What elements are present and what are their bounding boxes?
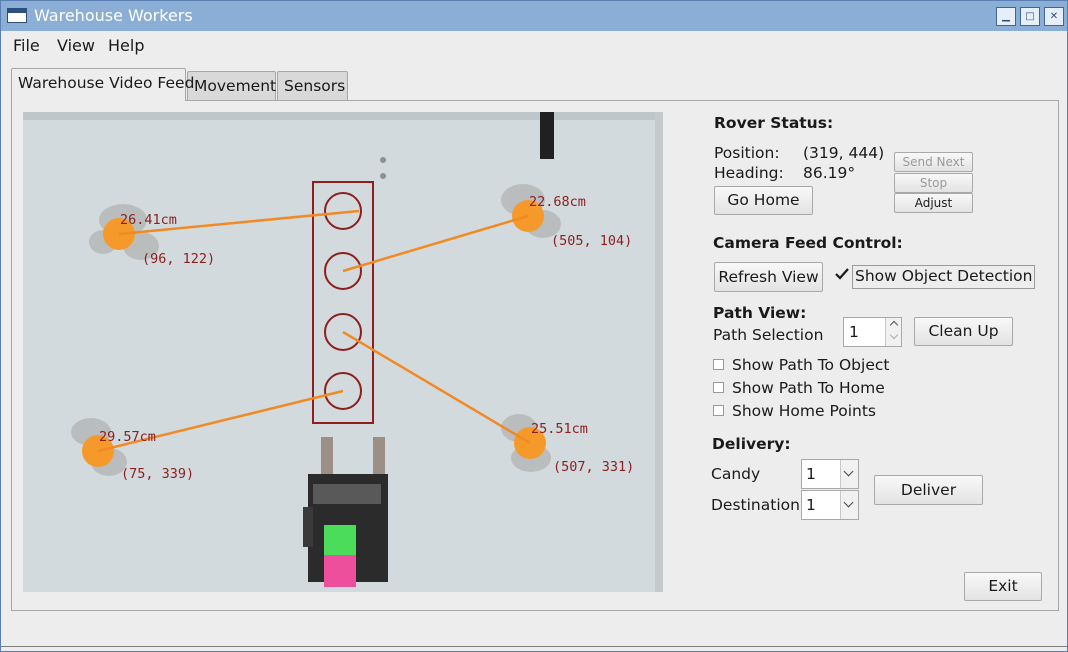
stop-button[interactable]: Stop [894, 173, 973, 193]
detection-coords-3: (75, 339) [121, 466, 195, 482]
show-home-points-checkbox[interactable] [713, 405, 724, 416]
chevron-down-icon[interactable] [840, 460, 858, 488]
spinbox-arrows[interactable] [885, 318, 901, 346]
deliver-button[interactable]: Deliver [874, 475, 983, 505]
detection-coords-1: (96, 122) [142, 251, 216, 267]
go-home-button[interactable]: Go Home [714, 186, 813, 215]
adjust-button[interactable]: Adjust [894, 193, 973, 213]
status-bar [1, 646, 1067, 652]
tab-warehouse-video-feed[interactable]: Warehouse Video Feed [11, 68, 194, 101]
chevron-up-icon[interactable] [889, 320, 899, 330]
tab-sensors[interactable]: Sensors [277, 71, 348, 101]
close-icon[interactable]: ✕ [1044, 7, 1064, 26]
detection-distance-2: 22.68cm [529, 194, 586, 210]
candy-label: Candy [711, 465, 761, 483]
show-path-to-home-label[interactable]: Show Path To Home [732, 379, 885, 397]
menu-view[interactable]: View [57, 36, 95, 55]
title-bar[interactable]: Warehouse Workers ▁ □ ✕ [1, 1, 1067, 31]
send-next-button[interactable]: Send Next [894, 152, 973, 172]
rover-image [303, 437, 388, 587]
detection-distance-3: 29.57cm [99, 429, 156, 445]
refresh-view-button[interactable]: Refresh View [714, 262, 823, 292]
candy-select[interactable]: 1 [801, 459, 859, 489]
destination-label: Destination [711, 496, 800, 514]
minimize-icon[interactable]: ▁ [996, 7, 1016, 26]
show-object-detection-checkbox[interactable] [835, 267, 849, 281]
path-selection-spinbox[interactable]: 1 [843, 317, 902, 347]
position-value: (319, 444) [803, 144, 885, 162]
path-view-heading: Path View: [713, 304, 807, 322]
position-label: Position: [714, 144, 780, 162]
video-frame-drawing [23, 112, 663, 592]
window-app-icon [7, 8, 27, 23]
show-path-to-home-checkbox[interactable] [713, 382, 724, 393]
detection-coords-2: (505, 104) [551, 233, 633, 249]
menu-bar: File View Help [1, 31, 1067, 59]
show-object-detection-label[interactable]: Show Object Detection [852, 265, 1036, 289]
rover-status-heading: Rover Status: [714, 114, 834, 132]
detection-distance-4: 25.51cm [531, 421, 588, 437]
destination-select[interactable]: 1 [801, 490, 859, 520]
show-path-to-object-checkbox[interactable] [713, 359, 724, 370]
show-home-points-label[interactable]: Show Home Points [732, 402, 877, 420]
path-selection-label: Path Selection [713, 326, 824, 344]
heading-value: 86.19° [803, 164, 856, 182]
maximize-icon[interactable]: □ [1020, 7, 1040, 26]
chevron-down-icon[interactable] [840, 491, 858, 519]
menu-help[interactable]: Help [108, 36, 145, 55]
destination-select-value: 1 [806, 496, 816, 514]
detection-coords-4: (507, 331) [553, 459, 635, 475]
detection-distance-1: 26.41cm [120, 212, 177, 228]
show-path-to-object-label[interactable]: Show Path To Object [732, 356, 890, 374]
menu-file[interactable]: File [13, 36, 40, 55]
camera-video-feed: 26.41cm (96, 122) 22.68cm (505, 104) 29.… [23, 112, 663, 592]
delivery-heading: Delivery: [712, 435, 791, 453]
window-title: Warehouse Workers [34, 6, 193, 25]
heading-label: Heading: [714, 164, 784, 182]
path-selection-value: 1 [849, 323, 859, 341]
home-station-box [312, 181, 374, 424]
camera-feed-control-heading: Camera Feed Control: [713, 234, 903, 252]
tab-movement[interactable]: Movement [187, 71, 276, 101]
clean-up-button[interactable]: Clean Up [914, 317, 1013, 346]
exit-button[interactable]: Exit [964, 572, 1042, 601]
candy-select-value: 1 [806, 465, 816, 483]
chevron-down-icon[interactable] [889, 330, 899, 340]
